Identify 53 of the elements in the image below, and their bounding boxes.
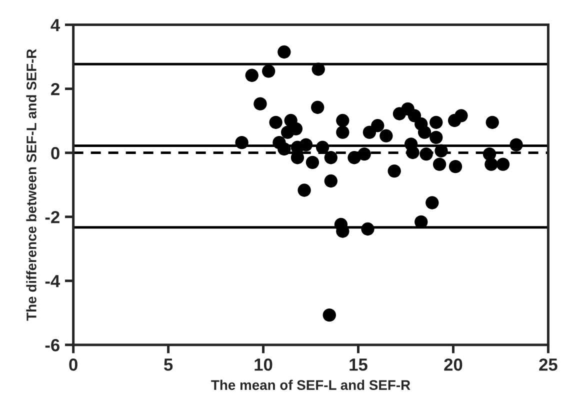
point: [269, 116, 282, 129]
point: [388, 164, 401, 178]
point: [420, 148, 433, 161]
point: [281, 126, 294, 139]
point: [361, 222, 374, 236]
point: [299, 138, 313, 152]
point: [432, 158, 446, 171]
point: [306, 156, 320, 169]
point: [430, 116, 443, 129]
point: [406, 146, 420, 160]
point: [484, 158, 498, 171]
x-tick-label: 25: [539, 358, 558, 371]
point: [312, 62, 325, 76]
y-tick-label: 4: [50, 19, 60, 32]
point: [324, 151, 338, 164]
point: [278, 142, 291, 156]
point: [486, 116, 499, 129]
x-axis-title: The mean of SEF-L and SEF-R: [211, 380, 410, 390]
y-tick-label: 2: [51, 82, 60, 96]
point: [336, 114, 350, 128]
point: [235, 136, 248, 150]
point: [380, 129, 393, 142]
point: [324, 174, 338, 188]
point: [434, 144, 448, 158]
y-axis-title: The difference between SEF-L and SEF-R: [26, 49, 36, 321]
x-tick-label: 5: [164, 358, 173, 371]
y-tick-label: -2: [45, 210, 60, 224]
x-tick-label: 0: [69, 358, 78, 371]
point: [316, 140, 330, 154]
point: [278, 45, 291, 59]
y-tick-label: -6: [45, 339, 60, 352]
x-tick-label: 20: [444, 358, 462, 371]
point: [496, 158, 510, 171]
y-tick-label: -4: [45, 275, 60, 288]
x-tick-label: 15: [350, 358, 368, 371]
point: [336, 126, 350, 139]
y-tick-label: 0: [51, 146, 60, 160]
point: [426, 196, 439, 210]
point: [418, 126, 432, 139]
point: [290, 151, 304, 164]
point: [454, 109, 468, 122]
point: [448, 160, 462, 174]
x-tick-label: 10: [254, 358, 272, 371]
point: [262, 64, 276, 78]
point: [510, 138, 523, 152]
point: [254, 97, 267, 110]
point: [371, 119, 384, 132]
point: [245, 68, 258, 82]
point: [322, 308, 336, 322]
point: [358, 148, 371, 161]
point: [430, 130, 443, 144]
point: [298, 184, 311, 197]
point: [311, 100, 324, 114]
